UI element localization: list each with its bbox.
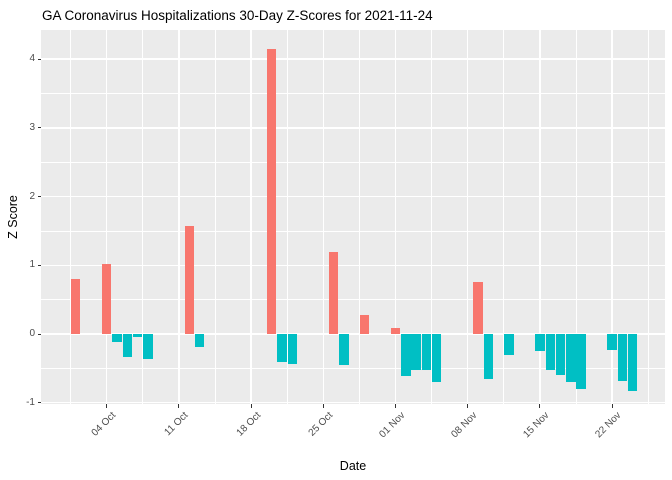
x-tick-label: 18 Oct [234, 410, 263, 439]
bar [421, 334, 432, 371]
x-tick-mark [539, 404, 541, 408]
bar [71, 279, 81, 334]
bar [483, 334, 494, 380]
gridline-major-y [41, 195, 665, 198]
bar [432, 334, 442, 383]
bar [359, 315, 370, 334]
y-tick-mark [37, 127, 41, 129]
gridline-major-x [250, 30, 252, 404]
x-tick-label: 08 Nov [449, 410, 480, 441]
plot-panel [41, 30, 665, 404]
gridline-minor-y [41, 299, 665, 301]
bar [628, 334, 638, 392]
bar [607, 334, 617, 351]
bar [401, 334, 411, 376]
bar [112, 334, 122, 343]
gridline-major-y [41, 127, 665, 129]
bar [287, 334, 298, 365]
y-tick-label: 4 [29, 53, 35, 65]
bar [132, 334, 143, 337]
bar [328, 252, 339, 334]
gridline-minor-x [142, 30, 144, 404]
x-tick-label: 25 Oct [306, 410, 336, 439]
bar [555, 334, 566, 376]
gridline-minor-y [41, 161, 665, 163]
gridline-major-y [41, 401, 665, 404]
bar [473, 281, 483, 334]
gridline-major-y [41, 264, 665, 267]
bar [184, 226, 194, 334]
bar [143, 334, 153, 359]
bar [411, 334, 421, 370]
bar [535, 334, 545, 352]
x-tick-mark [106, 404, 108, 408]
y-tick-mark [37, 402, 41, 404]
x-tick-label: 01 Nov [377, 410, 408, 441]
x-tick-mark [322, 404, 324, 408]
chart-title: GA Coronavirus Hospitalizations 30-Day Z… [42, 8, 433, 23]
gridline-minor-x [359, 30, 360, 404]
y-tick-mark [37, 333, 41, 335]
y-tick-label: 3 [29, 121, 35, 133]
gridline-minor-y [41, 230, 665, 232]
x-tick-mark [250, 404, 252, 408]
gridline-minor-x [70, 30, 71, 404]
y-tick-label: 1 [29, 259, 35, 271]
gridline-major-x [539, 30, 541, 404]
gridline-major-x [611, 30, 613, 404]
x-tick-mark [395, 404, 397, 408]
bar [566, 334, 576, 383]
x-tick-mark [178, 404, 180, 408]
gridline-major-x [322, 30, 325, 404]
x-tick-mark [467, 404, 469, 408]
gridline-minor-x [575, 30, 577, 404]
gridline-major-y [41, 58, 665, 60]
bar [617, 334, 628, 382]
x-tick-mark [611, 404, 613, 408]
y-tick-mark [37, 196, 41, 198]
gridline-major-x [394, 30, 397, 404]
gridline-major-y [41, 333, 665, 335]
gridline-minor-x [647, 30, 649, 404]
gridline-minor-x [214, 30, 216, 404]
bar [545, 334, 555, 370]
gridline-minor-y [41, 367, 665, 369]
gridline-major-x [105, 30, 108, 404]
y-tick-label: 0 [29, 328, 35, 339]
x-axis-title: Date [339, 459, 367, 473]
bar [267, 48, 277, 334]
x-tick-label: 15 Nov [521, 410, 552, 441]
gridline-major-x [178, 30, 180, 404]
bar [194, 334, 205, 348]
y-tick-label: -1 [26, 396, 35, 408]
bar [504, 334, 514, 356]
gridline-major-x [466, 30, 469, 404]
x-tick-label: 22 Nov [593, 410, 624, 441]
y-tick-mark [37, 58, 41, 60]
x-tick-label: 11 Oct [162, 410, 191, 439]
bar [576, 334, 586, 389]
gridline-minor-x [503, 30, 505, 404]
bar [277, 334, 287, 363]
gridline-minor-x [286, 30, 288, 404]
gridline-minor-y [41, 93, 665, 94]
bar [102, 263, 112, 334]
y-tick-label: 2 [29, 190, 35, 202]
bar [122, 334, 133, 357]
bar [390, 327, 401, 334]
gridline-minor-x [431, 30, 432, 404]
x-tick-label: 04 Oct [89, 410, 119, 439]
y-tick-mark [37, 264, 41, 266]
bar [339, 334, 349, 365]
